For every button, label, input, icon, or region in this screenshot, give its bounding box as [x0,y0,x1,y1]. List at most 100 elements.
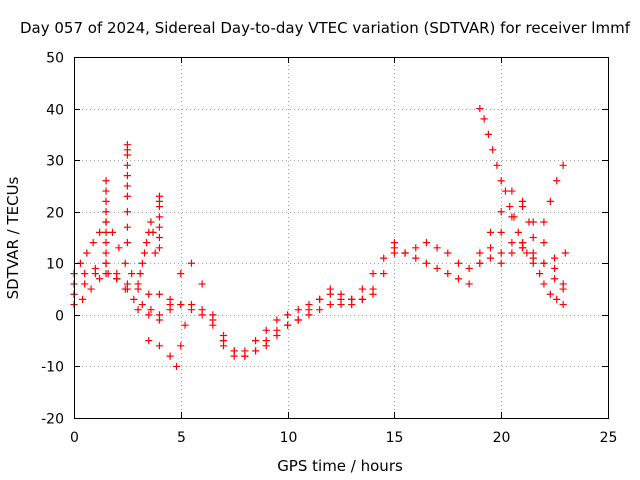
data-point [123,172,131,180]
data-point [102,197,110,205]
data-point [326,285,334,293]
data-point [143,239,151,247]
data-point [465,280,473,288]
data-point [83,249,91,257]
data-point [262,326,270,334]
data-point [480,115,488,123]
data-point [198,306,206,314]
x-tick-label: 15 [386,430,404,446]
data-point [123,223,131,231]
data-point [155,311,164,319]
data-point [121,259,129,267]
data-point [138,300,146,309]
series-track-k [518,161,567,247]
data-point [89,239,97,247]
data-point [316,295,324,303]
data-point [559,280,567,288]
data-point [123,161,131,169]
data-point [155,290,164,298]
data-point [551,275,559,283]
data-point [514,228,522,236]
data-point [241,352,249,360]
data-point [486,228,495,236]
x-axis-label: GPS time / hours [277,457,403,475]
data-point [444,270,452,278]
data-point [134,306,142,314]
series-track-j [476,187,533,257]
data-point [559,300,567,309]
data-point [181,321,189,329]
data-point [177,342,185,350]
data-point [102,239,110,247]
data-point [81,280,89,288]
data-point [155,192,164,200]
data-point [121,285,129,293]
data-point [518,244,527,252]
y-tick-label: 10 [46,257,64,273]
data-point [96,275,104,283]
data-point [78,295,87,303]
data-point [497,228,505,236]
data-point [138,259,146,267]
data-point [147,218,155,226]
data-point [294,316,302,324]
data-point [102,259,110,267]
data-point [177,300,185,309]
data-point [209,316,217,324]
data-point [294,306,302,314]
data-point [506,202,514,211]
y-tick-label: 50 [46,51,64,67]
data-point [136,270,144,278]
data-point [358,295,366,303]
data-point [187,300,196,309]
x-tick-label: 20 [493,430,511,446]
data-point [96,228,104,236]
data-point [305,311,313,319]
gridlines [74,57,608,418]
data-point [369,290,377,298]
data-point [104,270,112,278]
data-point [284,321,292,329]
data-point [149,228,157,236]
data-point [508,187,516,195]
data-point [102,249,110,257]
series-burst-1 [102,177,110,267]
series-track-c [70,244,398,360]
data-point [433,264,441,273]
data-point [219,331,228,340]
data-point [166,306,174,314]
data-point [476,259,484,267]
data-point [497,177,505,185]
data-point [476,249,484,257]
data-point [518,197,527,205]
data-point [123,192,131,200]
data-point [91,270,99,278]
data-point [273,316,281,324]
data-point [102,177,110,185]
series-track-h [476,104,567,309]
data-point [497,259,505,267]
data-point [145,311,153,319]
chart-title: Day 057 of 2024, Sidereal Day-to-day VTE… [20,19,631,37]
y-axis-label: SDTVAR / TECUs [4,176,22,299]
data-point [422,239,431,247]
series-burst-4 [155,192,164,252]
data-point [155,223,164,231]
data-point [489,146,497,154]
data-point [454,275,463,283]
data-point [497,249,505,257]
data-point [523,249,531,257]
data-point [525,218,533,226]
data-point [123,280,131,288]
data-point [187,259,196,267]
data-point [486,254,495,262]
y-tick-label: 20 [46,206,64,222]
data-point [484,130,492,138]
data-point [358,285,366,293]
data-point [145,337,153,345]
data-point [486,244,495,252]
data-point [501,187,510,195]
data-point [561,249,569,257]
data-point [337,300,345,309]
x-tick-label: 5 [177,430,186,446]
